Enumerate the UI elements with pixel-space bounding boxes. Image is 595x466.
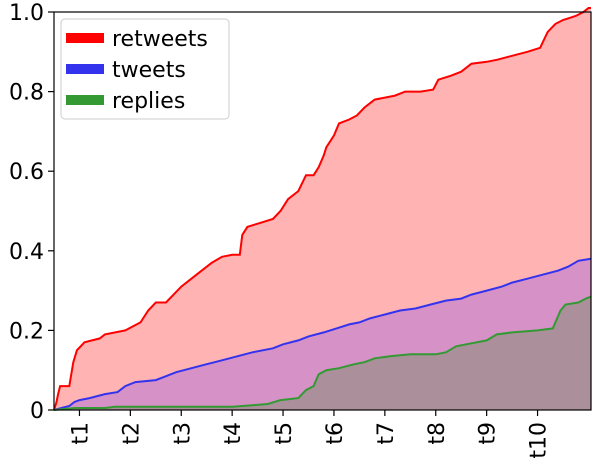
x-tick-label: t7 — [374, 422, 399, 445]
area-layer — [53, 7, 592, 411]
x-tick-label: t3 — [170, 422, 195, 445]
legend-label-retweets: retweets — [112, 27, 208, 52]
series-line-retweets — [53, 7, 591, 411]
x-tick-label: t9 — [476, 422, 501, 445]
x-tick-label: t1 — [68, 422, 93, 445]
y-tick-label: 0 — [30, 399, 44, 424]
y-tick-label: 0.6 — [9, 160, 44, 185]
y-tick-label: 0.4 — [9, 240, 44, 265]
x-tick-label: t5 — [272, 422, 297, 445]
legend-swatch-replies — [66, 95, 104, 105]
x-tick-label: t10 — [527, 422, 552, 459]
series-line-tweets — [53, 257, 592, 411]
y-tick-label: 1.0 — [9, 1, 44, 26]
series-line-replies — [53, 295, 592, 411]
legend-box — [60, 18, 230, 120]
series-area-replies — [54, 296, 591, 410]
x-tick-label: t2 — [119, 422, 144, 445]
plot-frame — [53, 11, 592, 411]
y-axis: 0 0.2 0.4 0.6 0.8 1.0 — [9, 1, 54, 424]
x-tick-label: t8 — [425, 422, 450, 445]
x-tick-label: t4 — [221, 422, 246, 445]
legend-label-replies: replies — [112, 89, 185, 114]
x-tick-label: t6 — [323, 422, 348, 445]
legend-label-tweets: tweets — [112, 58, 186, 83]
x-axis: t1 t2 t3 t4 t5 t6 t7 t8 t9 t10 — [68, 410, 552, 459]
y-tick-label: 0.8 — [9, 81, 44, 106]
y-tick-label: 0.2 — [9, 319, 44, 344]
legend-swatch-retweets — [66, 33, 104, 43]
legend-swatch-tweets — [66, 64, 104, 74]
legend: retweets tweets replies — [60, 18, 230, 120]
